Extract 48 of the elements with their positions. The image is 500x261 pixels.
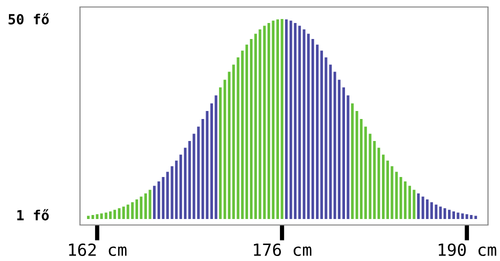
bar (382, 154, 385, 219)
bar (113, 210, 116, 219)
bar (404, 181, 407, 219)
bar (285, 19, 288, 219)
bar (356, 111, 358, 219)
bar (245, 44, 248, 219)
bar (302, 29, 306, 219)
x-tick-label: 176 cm (254, 243, 312, 256)
bar (364, 126, 367, 219)
bar (439, 206, 442, 219)
bar (426, 199, 429, 219)
bar (417, 193, 420, 219)
y-tick-label: 1 fő (17, 209, 49, 220)
bar (280, 19, 284, 219)
bar (219, 87, 222, 219)
bar (448, 210, 451, 219)
bar (158, 181, 160, 219)
bar (140, 196, 142, 219)
bar (118, 208, 121, 219)
bar (360, 119, 363, 219)
bar (135, 199, 138, 219)
bar (91, 215, 94, 219)
x-tick-label: 190 cm (438, 243, 496, 256)
bar (412, 190, 416, 219)
bar (470, 215, 473, 219)
bar (126, 204, 130, 219)
y-tick-label: 50 fő (8, 13, 49, 24)
bar (224, 80, 226, 219)
bar (148, 190, 152, 219)
bar (201, 119, 204, 219)
bar (153, 186, 156, 219)
bar (267, 23, 270, 219)
bar (272, 20, 274, 219)
bar (290, 20, 292, 219)
bar (351, 103, 354, 219)
bar (316, 44, 319, 219)
bar (206, 111, 208, 219)
bar (184, 148, 187, 219)
bar (311, 39, 314, 219)
bar (408, 186, 412, 219)
bar (250, 39, 253, 219)
bar (422, 196, 424, 219)
bar (430, 202, 433, 219)
x-tick-label: 162 cm (69, 243, 126, 256)
bar (214, 95, 218, 219)
bar (338, 80, 341, 219)
bar (294, 23, 297, 219)
bar (179, 154, 182, 219)
